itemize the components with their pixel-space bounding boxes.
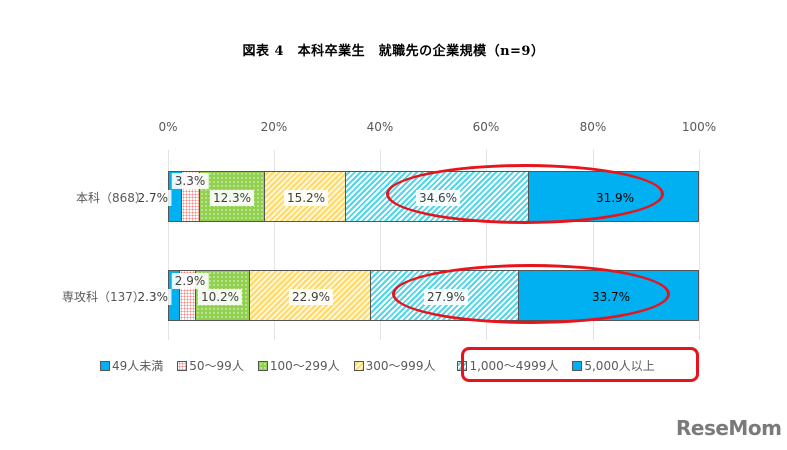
- plot-area: 0% 20% 40% 60% 80% 100% 2.7% 3.3% 12.3% …: [134, 120, 716, 340]
- category-label: 専攻科（137）: [62, 290, 145, 304]
- x-tick: 20%: [260, 120, 288, 134]
- data-label: 2.7%: [134, 190, 171, 206]
- legend-item: 100〜299人: [257, 357, 340, 374]
- gridline: [699, 150, 700, 340]
- gridline: [593, 150, 594, 340]
- legend-swatch-icon: [257, 360, 268, 371]
- x-tick: 60%: [472, 120, 500, 134]
- data-label: 2.9%: [171, 273, 209, 289]
- gridline: [486, 150, 487, 340]
- chart-title: 図表 4 本科卒業生 就職先の企業規模（n=9）: [242, 44, 545, 59]
- data-label: 12.3%: [209, 190, 255, 206]
- legend-swatch-icon: [353, 360, 364, 371]
- x-tick: 0%: [158, 120, 178, 134]
- legend: 49人未満 50〜99人 100〜299人 300〜999人 1,000〜499…: [100, 357, 655, 374]
- gridline: [168, 150, 169, 340]
- x-tick: 100%: [681, 120, 717, 134]
- highlight-box: [461, 347, 699, 382]
- legend-swatch-icon: [572, 360, 583, 371]
- x-tick: 80%: [579, 120, 607, 134]
- data-label: 3.3%: [171, 173, 209, 189]
- data-label: 10.2%: [197, 289, 243, 305]
- data-label: 22.9%: [288, 289, 334, 305]
- highlight-ellipse: [392, 264, 670, 324]
- data-label: 2.3%: [134, 289, 171, 305]
- legend-item: 50〜99人: [177, 357, 244, 374]
- gridline: [380, 150, 381, 340]
- segment-300-999: [265, 171, 346, 222]
- legend-item: 5,000人以上: [572, 357, 655, 374]
- x-tick: 40%: [366, 120, 394, 134]
- legend-swatch-icon: [177, 360, 188, 371]
- highlight-ellipse: [386, 164, 664, 224]
- legend-swatch-icon: [100, 360, 110, 371]
- resemom-logo: ReseMom: [676, 416, 782, 440]
- legend-item: 300〜999人: [353, 357, 435, 374]
- data-label: 15.2%: [283, 190, 329, 206]
- gridline: [274, 150, 275, 340]
- category-label: 本科（868）: [76, 191, 147, 205]
- legend-item: 49人未満: [100, 357, 163, 374]
